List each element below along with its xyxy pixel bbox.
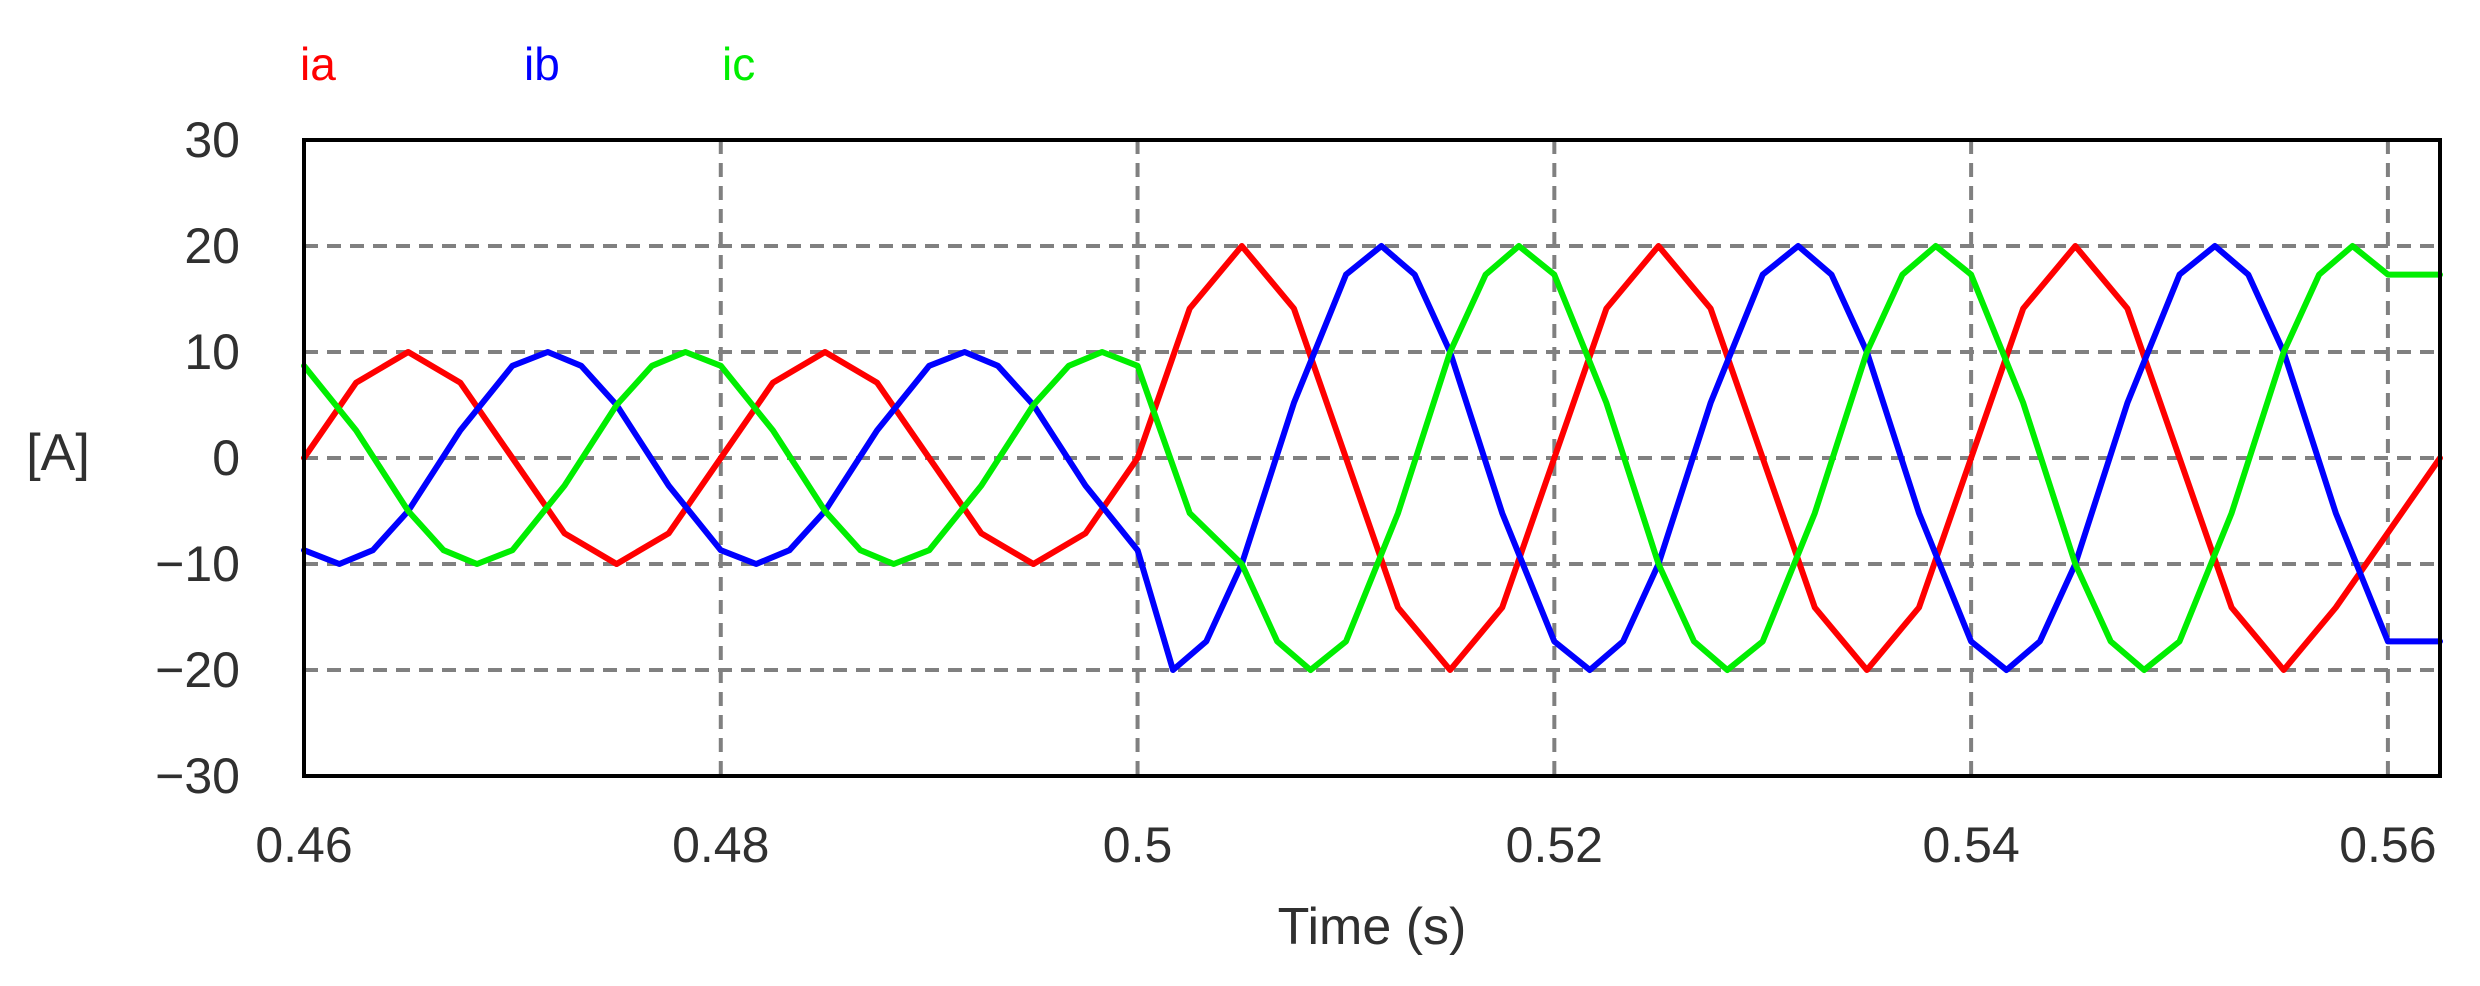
x-tick-label: 0.56 bbox=[2339, 817, 2436, 873]
y-tick-label: 10 bbox=[184, 324, 240, 380]
y-tick-label: −10 bbox=[155, 536, 240, 592]
y-axis-tick-labels: −30 −20 −10 0 10 20 30 bbox=[155, 112, 240, 804]
legend-entry-ia: ia bbox=[300, 38, 336, 90]
x-tick-label: 0.52 bbox=[1506, 817, 1603, 873]
legend-entry-ib: ib bbox=[524, 38, 560, 90]
y-tick-label: 20 bbox=[184, 218, 240, 274]
series-ib-line bbox=[301, 243, 2443, 673]
x-tick-label: 0.5 bbox=[1103, 817, 1173, 873]
y-tick-label: 30 bbox=[184, 112, 240, 168]
series-ia-line bbox=[301, 243, 2443, 673]
y-tick-label: 0 bbox=[212, 430, 240, 486]
x-tick-label: 0.54 bbox=[1922, 817, 2019, 873]
legend: ia ib ic bbox=[300, 38, 755, 90]
y-tick-label: −20 bbox=[155, 642, 240, 698]
y-tick-label: −30 bbox=[155, 748, 240, 804]
x-axis-tick-labels: 0.46 0.48 0.5 0.52 0.54 0.56 bbox=[255, 817, 2436, 873]
x-tick-label: 0.48 bbox=[672, 817, 769, 873]
grid-lines bbox=[304, 140, 2440, 776]
x-tick-label: 0.46 bbox=[255, 817, 352, 873]
series-layer bbox=[301, 243, 2443, 673]
legend-entry-ic: ic bbox=[722, 38, 755, 90]
x-axis-label: Time (s) bbox=[1278, 898, 1467, 956]
plot-border bbox=[302, 138, 2442, 778]
series-ic-line bbox=[301, 243, 2443, 673]
y-axis-label: [A] bbox=[26, 424, 90, 482]
